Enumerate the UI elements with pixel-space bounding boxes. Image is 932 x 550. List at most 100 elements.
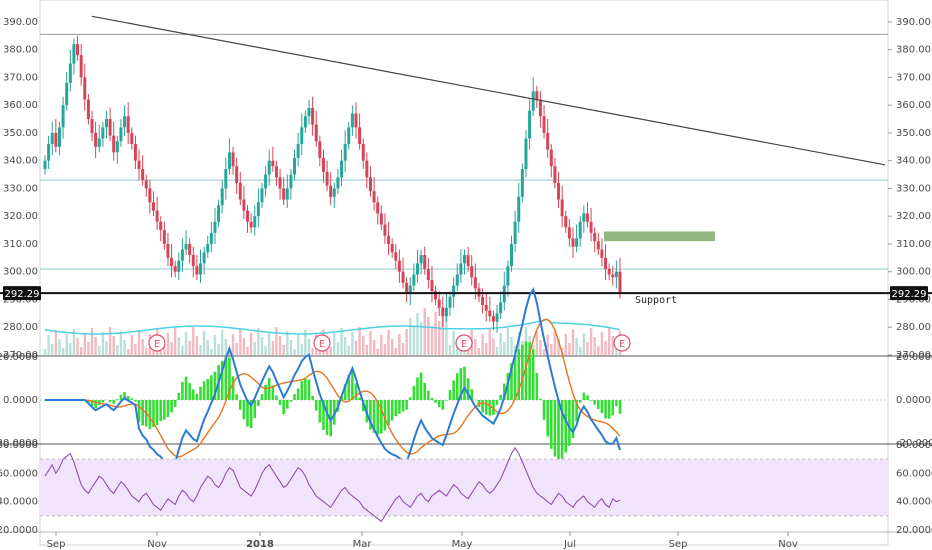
volume-bar: [340, 328, 343, 355]
candle-body: [513, 221, 517, 244]
candle-body: [491, 316, 495, 322]
earnings-label: E: [619, 339, 625, 350]
macd-histogram-bar: [108, 400, 112, 403]
candle-body: [199, 263, 203, 275]
price-tick-label-right: 280.00: [896, 322, 931, 333]
price-tick-label-left: 350.00: [3, 128, 38, 139]
macd-histogram-bar: [199, 386, 202, 400]
volume-bar: [192, 327, 195, 355]
earnings-marker: E: [613, 334, 631, 352]
volume-bar: [441, 307, 444, 355]
volume-bar: [492, 338, 495, 355]
candle-body: [155, 210, 159, 222]
volume-bar: [369, 331, 372, 355]
volume-bar: [286, 331, 289, 355]
volume-bar: [275, 327, 278, 355]
macd-tick-label-right: 20.0000: [896, 352, 932, 363]
volume-bar: [416, 313, 419, 355]
candle-body: [524, 138, 528, 170]
candle-body: [231, 152, 235, 167]
candle-body: [557, 182, 561, 200]
macd-histogram-bar: [434, 400, 437, 403]
candle-body: [455, 274, 459, 286]
candle-body: [354, 113, 358, 128]
x-tick-label: Nov: [147, 539, 167, 550]
macd-panel[interactable]: [40, 286, 888, 467]
volume-bar: [188, 341, 191, 355]
macd-histogram-bar: [242, 400, 246, 420]
earnings-label: E: [319, 339, 325, 350]
macd-histogram-bar: [246, 400, 249, 427]
macd-histogram-bar: [408, 397, 412, 400]
candle-body: [123, 116, 127, 128]
macd-histogram-bar: [441, 400, 445, 410]
macd-histogram-bar: [343, 384, 347, 400]
macd-histogram-bar: [148, 400, 152, 430]
macd-histogram-bar: [405, 400, 408, 410]
volume-bar: [199, 345, 202, 355]
macd-histogram-bar: [322, 400, 325, 431]
rsi-tick-label-left: 20.0000: [0, 525, 38, 536]
macd-histogram-bar: [231, 376, 235, 400]
candle-body: [408, 285, 412, 294]
rsi-panel[interactable]: [40, 446, 888, 523]
candle-body: [318, 141, 322, 158]
volume-bar: [181, 346, 184, 355]
candle-body: [589, 221, 593, 233]
volume-bar: [296, 335, 300, 355]
candle-body: [401, 271, 405, 283]
earnings-marker: E: [148, 334, 166, 352]
volume-bar: [593, 337, 596, 355]
candle-body: [325, 171, 329, 186]
price-tick-label-left: 270.00: [3, 350, 38, 361]
volume-bar: [539, 340, 542, 355]
macd-histogram-bar: [191, 389, 195, 400]
price-panel[interactable]: Support E E E E: [0, 15, 932, 355]
x-tick-label: Sep: [47, 539, 66, 550]
macd-histogram-bar: [517, 349, 521, 400]
volume-bar: [607, 327, 611, 355]
macd-histogram-bar: [195, 393, 199, 400]
candle-body: [264, 174, 268, 189]
candle-body: [571, 238, 575, 247]
macd-histogram-bar: [134, 400, 137, 402]
candle-body: [137, 160, 141, 170]
volume-bar: [98, 346, 101, 355]
rsi-tick-label-right: 60.0000: [896, 468, 932, 479]
rsi-line: [44, 446, 621, 523]
volume-bar: [434, 312, 437, 355]
volume-bar: [108, 327, 112, 355]
candle-body: [217, 205, 221, 222]
macd-histogram-bar: [184, 376, 188, 400]
candle-body: [256, 202, 260, 217]
macd-histogram-bar: [311, 395, 314, 400]
candle-body: [213, 221, 217, 233]
macd-tick-label-right: -20.0000: [896, 438, 932, 449]
volume-bar: [401, 343, 405, 355]
macd-histogram-bar: [369, 400, 372, 430]
candle-body: [94, 132, 98, 147]
volume-bar: [257, 328, 260, 355]
macd-histogram-bar: [159, 400, 163, 422]
volume-bar: [123, 340, 126, 355]
candle-body: [274, 166, 278, 178]
macd-histogram-bar: [521, 344, 524, 400]
candle-body: [180, 249, 184, 261]
last-price-value: 292.29: [892, 289, 927, 300]
candle-body: [54, 132, 58, 147]
volume-bar: [347, 346, 350, 355]
macd-histogram-bar: [401, 400, 405, 412]
price-tick-label-right: 390.00: [896, 17, 931, 28]
macd-histogram-bar: [372, 400, 376, 433]
price-tick-label-right: 320.00: [896, 211, 931, 222]
volume-bar: [542, 349, 546, 355]
candle-body: [43, 160, 47, 170]
price-tick-label-right: 370.00: [896, 72, 931, 83]
macd-histogram-bar: [282, 400, 285, 415]
candle-body: [209, 232, 213, 244]
candle-body: [303, 116, 307, 128]
candle-body: [426, 268, 430, 281]
macd-histogram-bar: [607, 400, 611, 419]
